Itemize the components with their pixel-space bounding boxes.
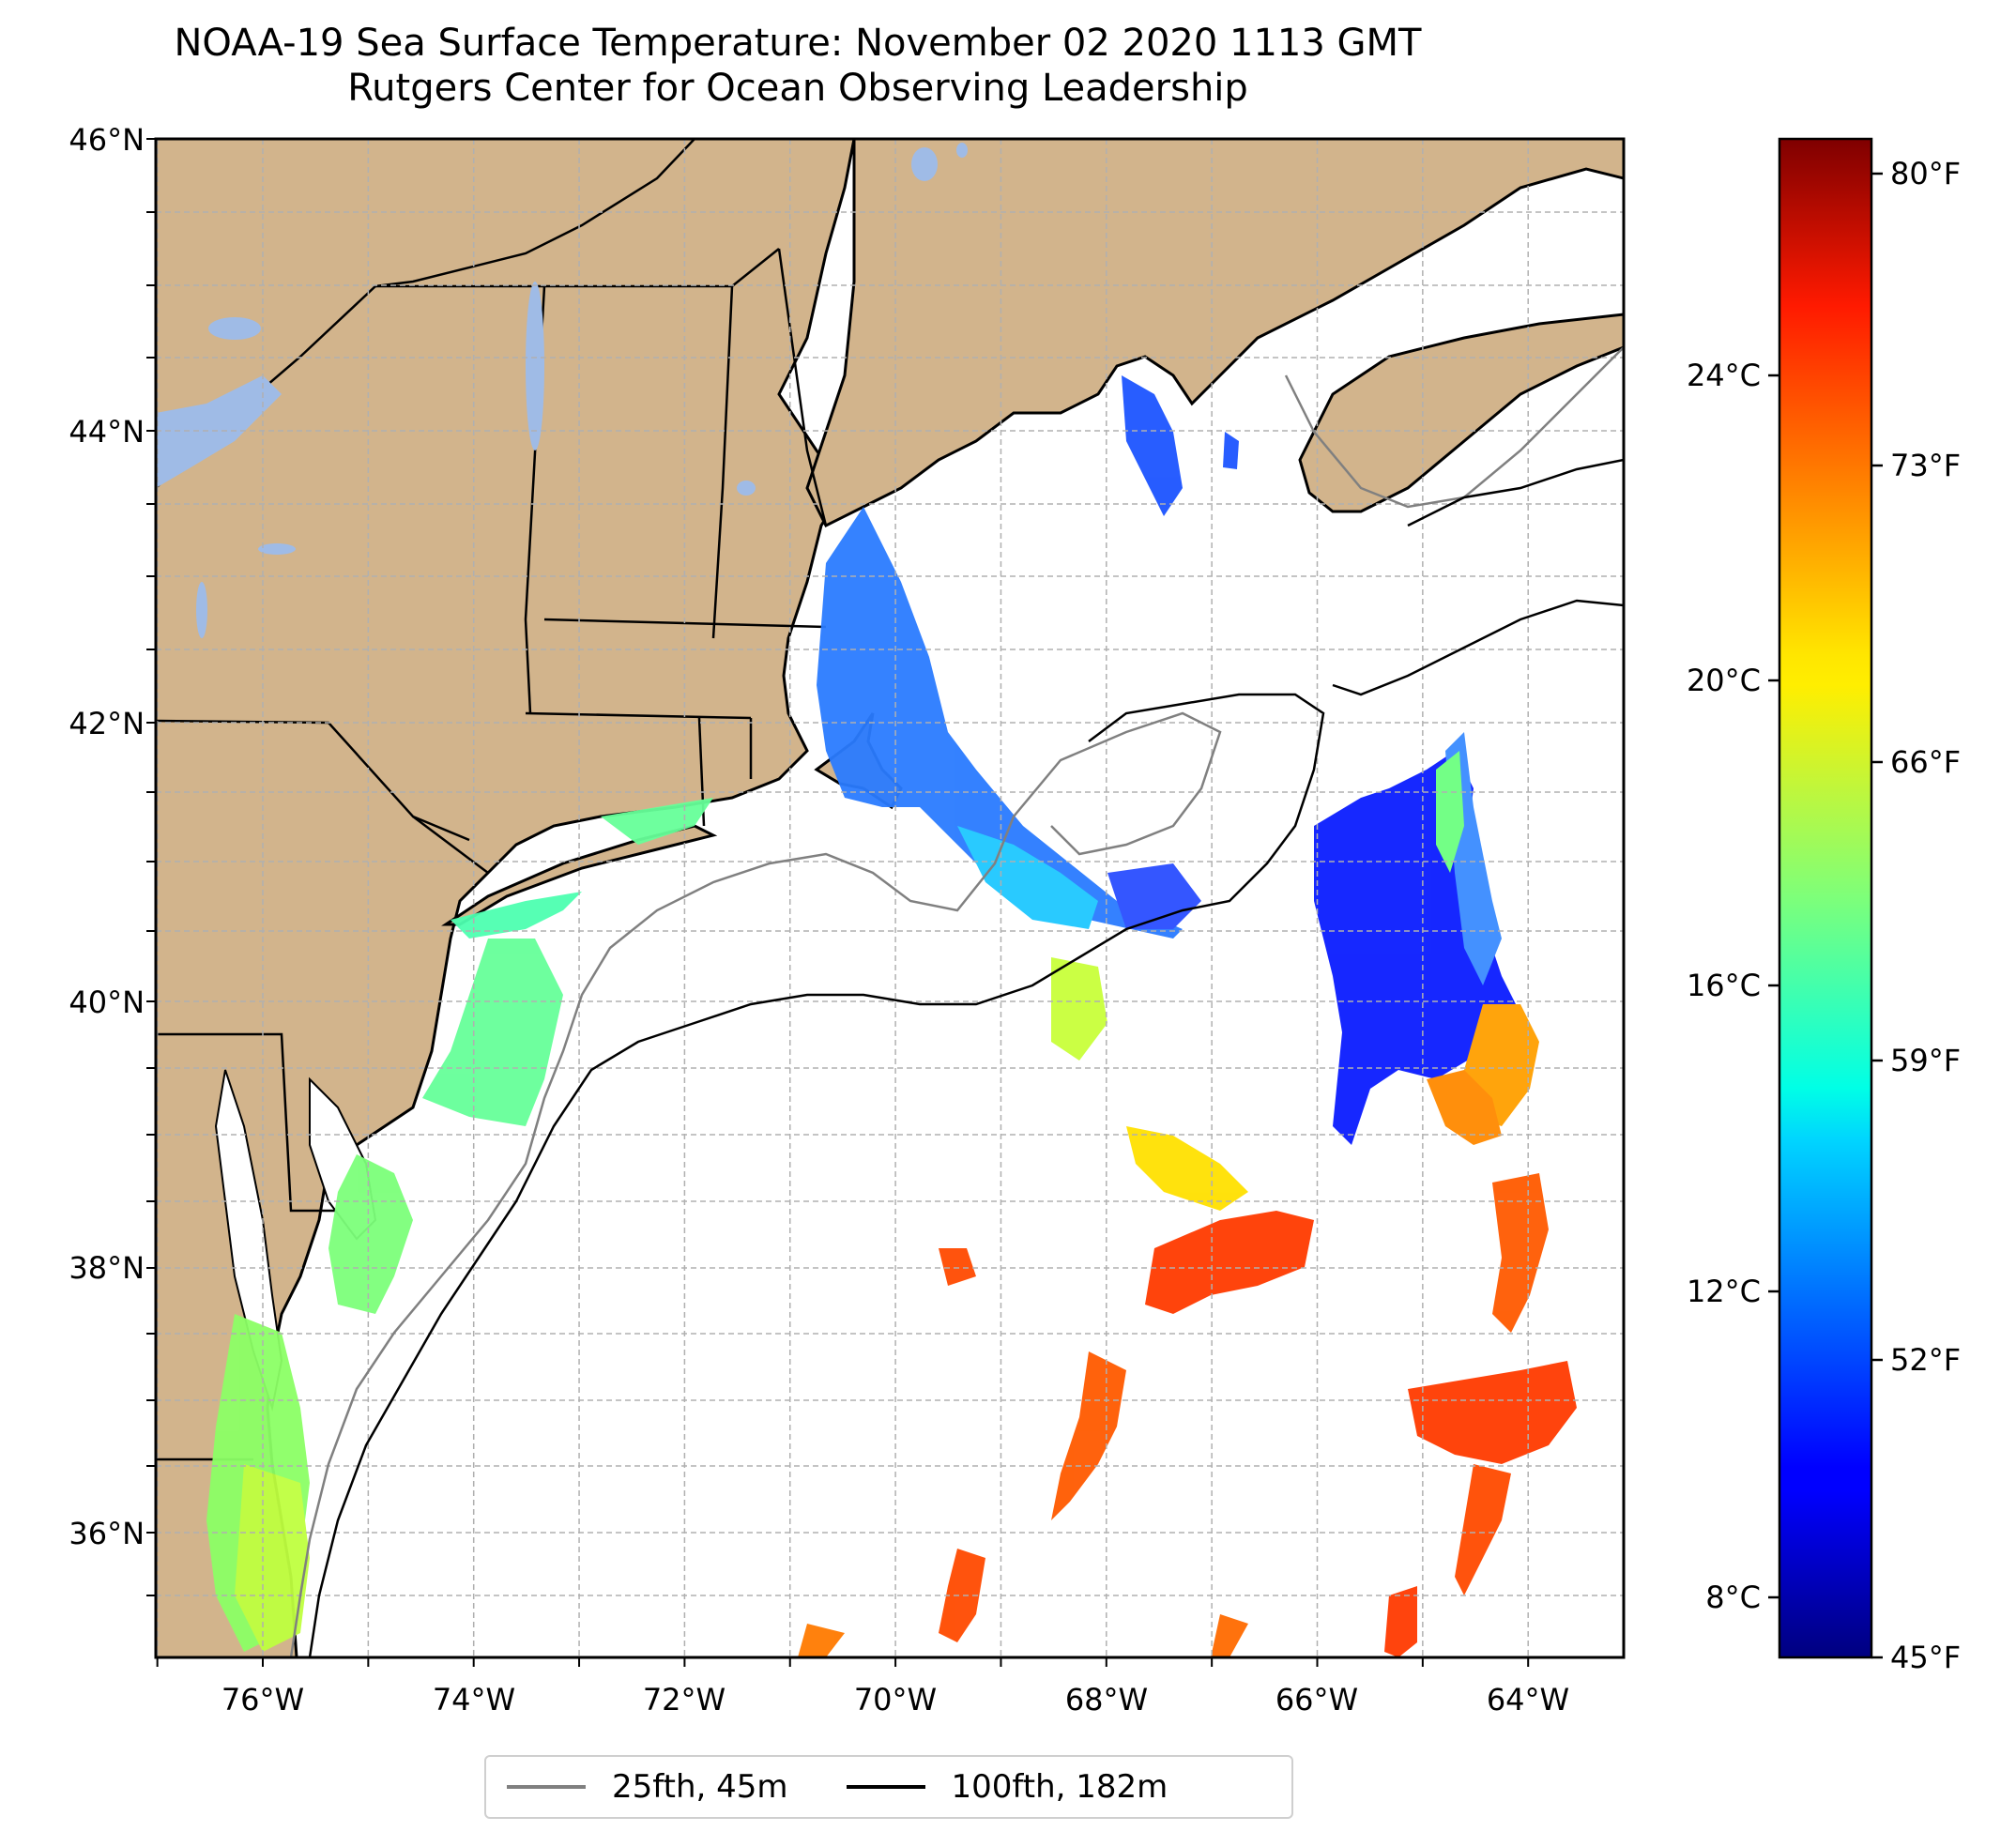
figure-title: NOAA-19 Sea Surface Temperature: Novembe… — [0, 21, 1596, 111]
sst-data — [206, 375, 1577, 1657]
cbar-label-8c: 8°C — [1705, 1580, 1761, 1615]
lon-label-68: 68°W — [1065, 1682, 1148, 1717]
isobath-100fth — [308, 458, 1624, 1657]
colorbar: 24°C 20°C 16°C 12°C 8°C 80°F 73°F 66°F 5… — [1687, 137, 1961, 1675]
cbar-label-24c: 24°C — [1687, 358, 1761, 393]
axis-ticks — [146, 138, 1530, 1667]
cbar-label-45f: 45°F — [1890, 1640, 1961, 1675]
lat-label-36: 36°N — [69, 1516, 145, 1551]
cbar-label-12c: 12°C — [1687, 1274, 1761, 1309]
legend-item-25fth: 25fth, 45m — [507, 1768, 788, 1806]
lon-label-76: 76°W — [221, 1682, 304, 1717]
long-island — [441, 824, 718, 926]
lake-champlain — [526, 282, 544, 450]
cbar-label-73f: 73°F — [1890, 448, 1961, 483]
colorbar-ticks — [1768, 172, 1883, 1659]
map-plot-area — [156, 139, 1624, 1657]
title-line-1: NOAA-19 Sea Surface Temperature: Novembe… — [174, 22, 1422, 65]
latitude-labels: 46°N 44°N 42°N 40°N 38°N 36°N — [69, 122, 145, 1551]
cbar-label-16c: 16°C — [1687, 968, 1761, 1003]
isobath-25fth — [289, 346, 1624, 1657]
colorbar-gradient — [1778, 137, 1873, 1659]
lake-ontario — [156, 375, 282, 488]
lat-label-46: 46°N — [69, 122, 145, 158]
isobath-legend: 25fth, 45m 100fth, 182m — [484, 1755, 1293, 1819]
legend-line-25fth — [507, 1785, 586, 1789]
lon-label-64: 64°W — [1487, 1682, 1569, 1717]
lat-label-44: 44°N — [69, 414, 145, 450]
map-frame — [154, 137, 1626, 1659]
cbar-label-20c: 20°C — [1687, 663, 1761, 698]
gridlines — [156, 139, 1624, 1657]
legend-item-100fth: 100fth, 182m — [846, 1768, 1168, 1806]
lon-label-66: 66°W — [1275, 1682, 1358, 1717]
title-line-2: Rutgers Center for Ocean Observing Leade… — [347, 67, 1248, 110]
cbar-label-80f: 80°F — [1890, 156, 1961, 191]
longitude-labels: 76°W 74°W 72°W 70°W 68°W 66°W 64°W — [221, 1682, 1569, 1717]
nova-scotia — [1298, 313, 1624, 513]
legend-label-100fth: 100fth, 182m — [951, 1768, 1168, 1806]
cbar-label-59f: 59°F — [1890, 1043, 1961, 1078]
lon-label-74: 74°W — [433, 1682, 515, 1717]
lakes — [156, 143, 968, 638]
legend-label-25fth: 25fth, 45m — [612, 1768, 788, 1806]
lat-label-38: 38°N — [69, 1250, 145, 1286]
lon-label-70: 70°W — [854, 1682, 937, 1717]
lat-label-40: 40°N — [69, 985, 145, 1020]
lon-label-72: 72°W — [643, 1682, 725, 1717]
canada-landmass — [805, 139, 1624, 528]
legend-line-100fth — [846, 1785, 925, 1789]
cbar-label-52f: 52°F — [1890, 1342, 1961, 1378]
cbar-label-66f: 66°F — [1890, 744, 1961, 780]
lat-label-42: 42°N — [69, 706, 145, 741]
